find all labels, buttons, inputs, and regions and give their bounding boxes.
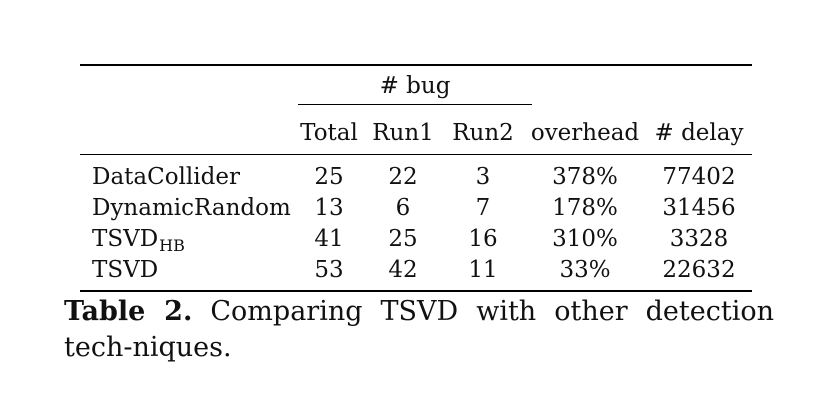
table-caption: Table 2. Comparing TSVD with other detec… xyxy=(64,294,774,366)
cell-overhead: 310% xyxy=(552,226,618,252)
cell-run1: 22 xyxy=(388,164,418,190)
table-header-rule xyxy=(80,154,752,155)
bug-group-rule xyxy=(298,104,532,105)
cell-delay: 22632 xyxy=(662,257,736,283)
row-name: DataCollider xyxy=(92,164,240,190)
cell-run2: 16 xyxy=(468,226,498,252)
table-bottom-rule xyxy=(80,290,752,292)
cell-overhead: 178% xyxy=(552,195,618,221)
cell-run2: 3 xyxy=(475,164,491,190)
row-name-subscript: HB xyxy=(159,236,185,255)
column-header-delay: # delay xyxy=(654,120,744,146)
table-top-rule xyxy=(80,64,752,66)
row-name: DynamicRandom xyxy=(92,195,291,221)
cell-run1: 42 xyxy=(388,257,418,283)
column-header-total: Total xyxy=(300,120,358,146)
row-name: TSVDHB xyxy=(92,226,185,255)
cell-run1: 6 xyxy=(395,195,411,221)
cell-delay: 77402 xyxy=(662,164,736,190)
bug-group-header: # bug xyxy=(379,73,451,99)
cell-overhead: 378% xyxy=(552,164,618,190)
row-name: TSVD xyxy=(92,257,159,283)
cell-delay: 31456 xyxy=(662,195,736,221)
column-header-overhead: overhead xyxy=(530,120,640,146)
column-header-run2: Run2 xyxy=(452,120,514,146)
cell-total: 13 xyxy=(314,195,344,221)
cell-delay: 3328 xyxy=(669,226,729,252)
cell-total: 41 xyxy=(314,226,344,252)
caption-text: Comparing TSVD with other detection tech… xyxy=(64,296,774,363)
cell-total: 25 xyxy=(314,164,344,190)
cell-total: 53 xyxy=(314,257,344,283)
cell-overhead: 33% xyxy=(559,257,611,283)
caption-label: Table 2. xyxy=(64,296,193,327)
column-header-run1: Run1 xyxy=(372,120,434,146)
cell-run2: 7 xyxy=(475,195,491,221)
cell-run2: 11 xyxy=(468,257,498,283)
cell-run1: 25 xyxy=(388,226,418,252)
